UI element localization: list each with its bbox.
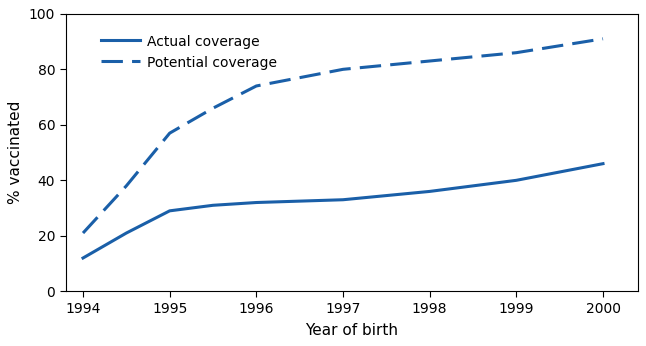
Potential coverage [599, 37, 607, 41]
Potential coverage [253, 84, 260, 88]
Potential coverage [209, 106, 217, 110]
Actual coverage [599, 162, 607, 166]
Potential coverage [426, 59, 433, 63]
Y-axis label: % vaccinated: % vaccinated [8, 101, 23, 204]
Actual coverage [426, 189, 433, 193]
Actual coverage [166, 209, 174, 213]
Actual coverage [79, 256, 87, 260]
Potential coverage [512, 51, 520, 55]
Actual coverage [512, 178, 520, 182]
Line: Potential coverage: Potential coverage [83, 39, 603, 233]
Legend: Actual coverage, Potential coverage: Actual coverage, Potential coverage [96, 29, 282, 75]
Potential coverage [339, 67, 347, 71]
Potential coverage [79, 231, 87, 235]
Potential coverage [123, 184, 130, 188]
Actual coverage [123, 231, 130, 235]
Actual coverage [209, 203, 217, 207]
Actual coverage [339, 198, 347, 202]
X-axis label: Year of birth: Year of birth [305, 323, 398, 338]
Potential coverage [166, 131, 174, 135]
Actual coverage [253, 200, 260, 204]
Line: Actual coverage: Actual coverage [83, 164, 603, 258]
